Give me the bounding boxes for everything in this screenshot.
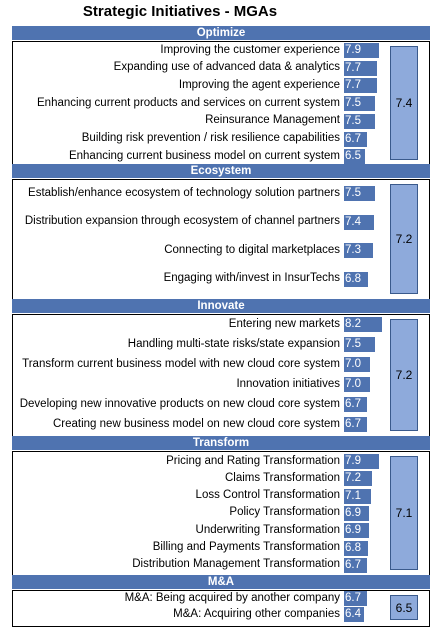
row-label: Developing new innovative products on ne… — [19, 397, 340, 410]
value-bar: 7.0 — [344, 377, 370, 392]
row-label: Entering new markets — [228, 317, 340, 330]
row-label: Building risk prevention / risk resilien… — [81, 132, 340, 144]
value-bar: 6.9 — [344, 523, 369, 539]
row-label: Policy Transformation — [229, 506, 340, 519]
row-label: Improving the customer experience — [160, 43, 340, 56]
row-label: M&A: Being acquired by another company — [124, 591, 340, 604]
row-label: M&A: Acquiring other companies — [173, 607, 340, 620]
value-bar: 7.7 — [344, 60, 377, 76]
chart-title: Strategic Initiatives - MGAs — [82, 3, 278, 20]
row-label: Distribution expansion through ecosystem… — [24, 215, 340, 227]
value-bar: 7.1 — [344, 488, 371, 504]
section-header-m-a: M&A — [12, 575, 430, 589]
value-bar: 7.5 — [344, 96, 375, 112]
section-header-optimize: Optimize — [12, 26, 430, 40]
average-bar — [390, 319, 418, 431]
average-label: 7.2 — [395, 232, 413, 246]
value-bar: 7.3 — [344, 243, 373, 258]
row-label: Pricing and Rating Transformation — [166, 454, 340, 467]
row-label: Loss Control Transformation — [195, 489, 340, 502]
row-label: Innovation initiatives — [236, 377, 340, 390]
value-bar: 6.4 — [344, 607, 364, 622]
row-label: Distribution Management Transformation — [132, 558, 340, 571]
value-bar: 6.9 — [344, 505, 369, 521]
row-label: Enhancing current products and services … — [37, 96, 340, 109]
section-header-innovate: Innovate — [12, 299, 430, 313]
value-bar: 7.0 — [344, 357, 370, 372]
value-bar: 6.7 — [344, 397, 367, 412]
average-bar — [390, 46, 418, 160]
value-bar: 7.5 — [344, 337, 375, 352]
row-label: Handling multi-state risks/state expansi… — [127, 337, 340, 350]
average-label: 6.5 — [395, 600, 413, 615]
row-label: Establish/enhance ecosystem of technolog… — [28, 186, 340, 199]
value-bar: 6.8 — [344, 540, 368, 556]
average-label: 7.4 — [395, 96, 413, 110]
average-label: 7.1 — [395, 506, 413, 520]
row-label: Enhancing current business model on curr… — [68, 149, 340, 162]
value-bar: 7.2 — [344, 471, 372, 487]
value-bar: 7.9 — [344, 43, 379, 58]
row-label: Reinsurance Management — [205, 114, 340, 127]
row-label: Expanding use of advanced data & analyti… — [113, 61, 340, 74]
average-label: 7.2 — [395, 368, 413, 382]
value-bar: 7.5 — [344, 186, 375, 201]
row-label: Improving the agent experience — [178, 78, 340, 91]
average-bar — [390, 595, 418, 620]
value-bar: 6.8 — [344, 271, 368, 287]
value-bar: 7.4 — [344, 214, 374, 230]
value-bar: 6.5 — [344, 149, 365, 165]
value-bar: 8.2 — [344, 317, 382, 332]
value-bar: 7.5 — [344, 113, 375, 129]
average-bar — [390, 184, 418, 294]
row-label: Transform current business model with ne… — [22, 357, 340, 370]
row-label: Engaging with/invest in InsurTechs — [163, 272, 340, 284]
value-bar: 6.7 — [344, 417, 367, 432]
row-label: Connecting to digital marketplaces — [164, 243, 340, 256]
value-bar: 7.7 — [344, 78, 377, 94]
value-bar: 6.7 — [344, 591, 367, 606]
value-bar: 6.7 — [344, 557, 367, 573]
value-bar: 7.9 — [344, 454, 379, 469]
average-bar — [390, 456, 418, 570]
row-label: Creating new business model on new cloud… — [52, 417, 340, 430]
row-label: Billing and Payments Transformation — [152, 541, 340, 553]
row-label: Underwriting Transformation — [195, 523, 340, 536]
section-header-ecosystem: Ecosystem — [12, 164, 430, 178]
row-label: Claims Transformation — [224, 471, 340, 484]
value-bar: 6.7 — [344, 131, 367, 147]
section-header-transform: Transform — [12, 436, 430, 450]
